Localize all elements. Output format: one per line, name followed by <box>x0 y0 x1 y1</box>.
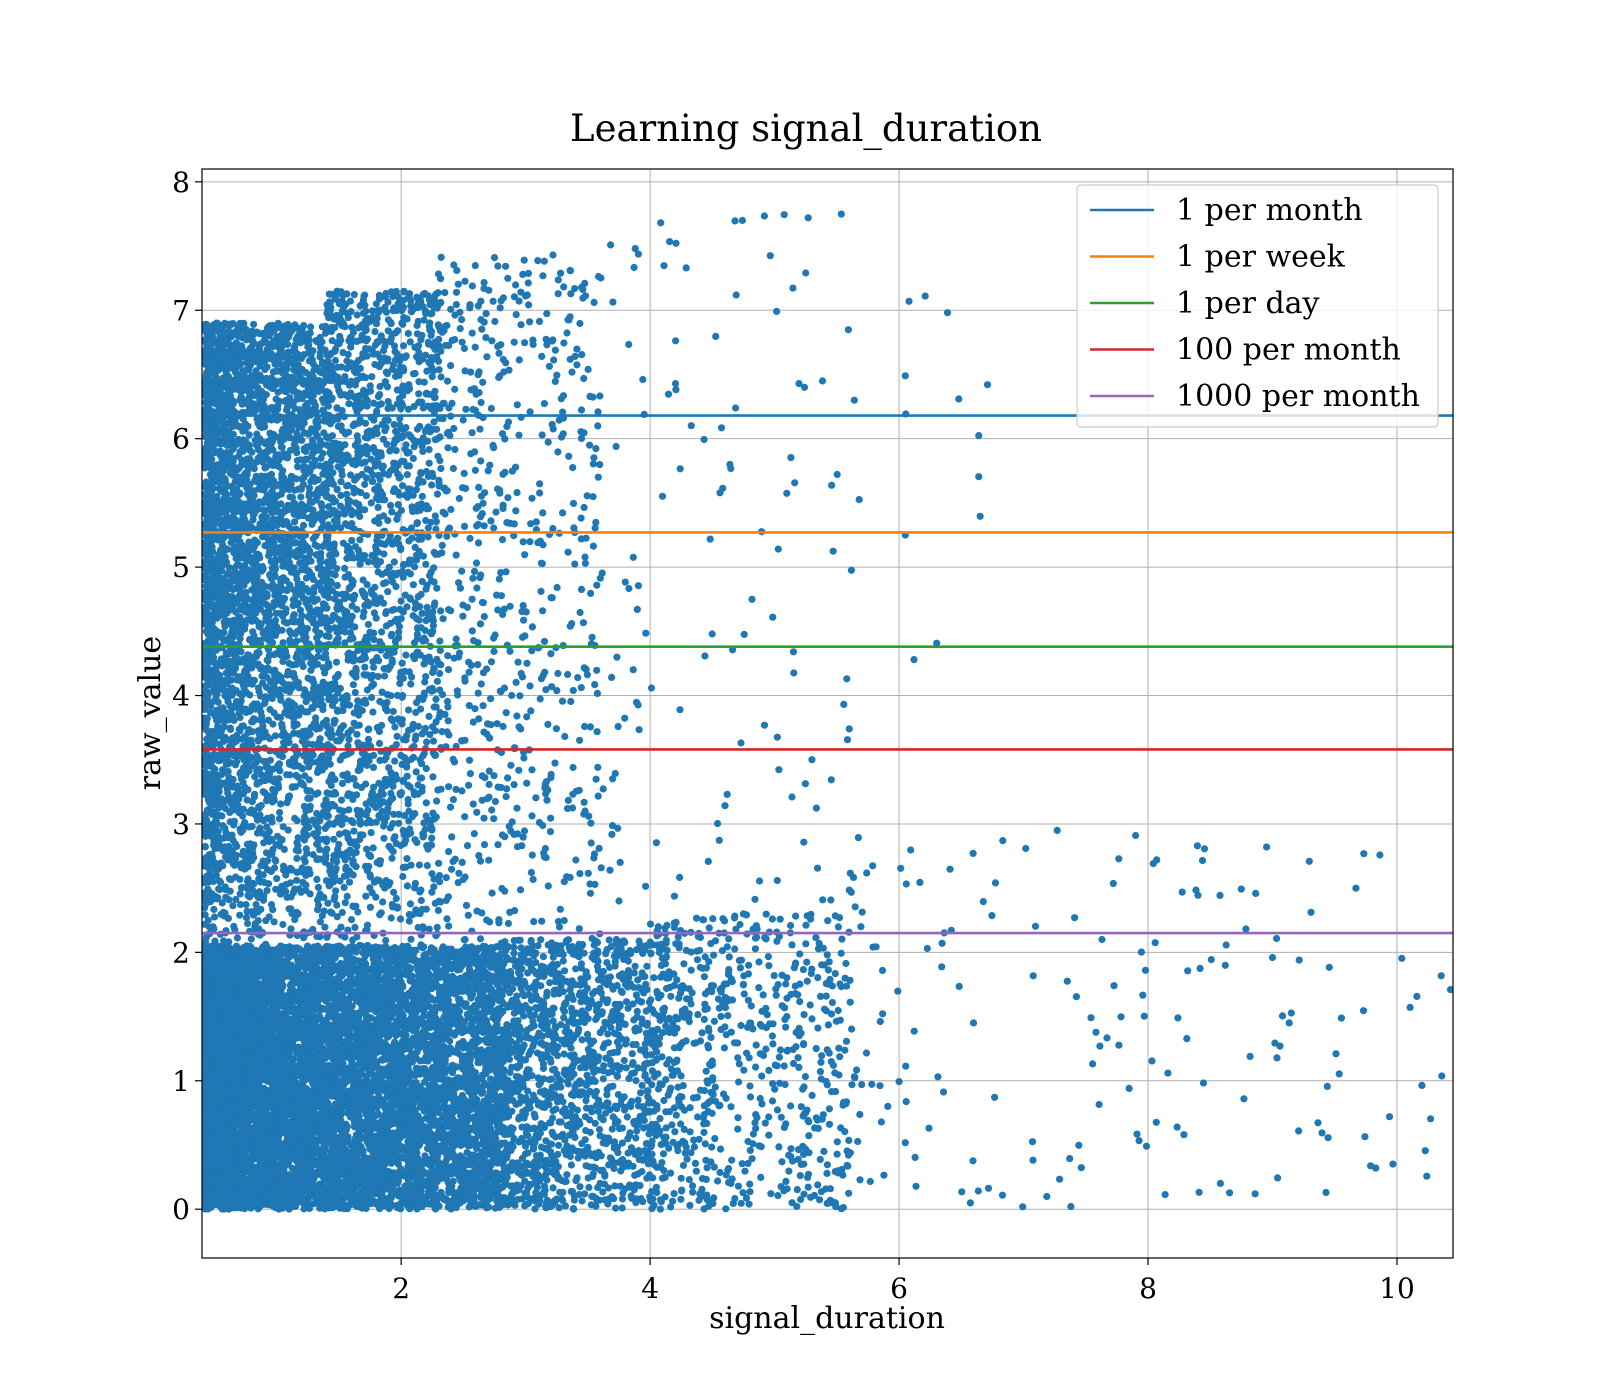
scatter-point <box>412 1064 420 1072</box>
scatter-point <box>481 943 489 951</box>
scatter-series <box>202 210 1453 1213</box>
chart-title: Learning signal_duration <box>570 107 1042 151</box>
